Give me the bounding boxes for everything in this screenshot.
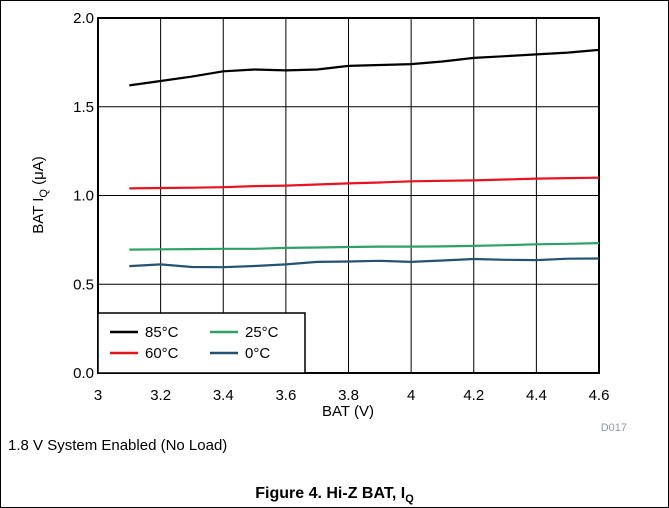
y-axis-label-unit: (μA)	[30, 156, 47, 189]
x-tick-label: 4.6	[589, 387, 610, 404]
legend-label: 85°C	[145, 324, 179, 341]
x-tick-label: 3	[94, 387, 102, 404]
series-lines	[129, 48, 600, 269]
y-tick-label: 0.0	[73, 365, 94, 382]
x-tick-label: 3.6	[275, 387, 296, 404]
plot-area-border	[97, 17, 600, 374]
figure-caption-sub: Q	[405, 493, 414, 506]
figure-caption-text: Figure 4. Hi-Z BAT, I	[255, 485, 406, 502]
series-line-3	[129, 257, 600, 269]
y-tick-label: 0.5	[73, 276, 94, 293]
x-tick-label: 4.2	[463, 387, 484, 404]
y-axis-label-main: BAT I	[30, 198, 47, 234]
y-tick-label: 2.0	[73, 10, 94, 27]
x-tick-labels: 3 3.2 3.4 3.6 3.8 4 4.2 4.4 4.6	[94, 387, 610, 404]
legend-label: 60°C	[145, 345, 179, 362]
legend-box	[97, 312, 306, 374]
x-tick-label: 4.4	[526, 387, 547, 404]
watermark-label: D017	[601, 422, 627, 434]
figure-caption: Figure 4. Hi-Z BAT, IQ	[0, 485, 669, 505]
x-tick-label: 3.4	[213, 387, 234, 404]
y-tick-label: 1.5	[73, 99, 94, 116]
legend-label: 0°C	[245, 345, 270, 362]
series-line-0	[129, 48, 600, 87]
x-axis-label: BAT (V)	[322, 403, 374, 420]
y-tick-label: 1.0	[73, 188, 94, 205]
y-axis-label-sub: Q	[38, 189, 50, 198]
legend: 85°C 60°C 25°C 0°C	[97, 312, 306, 374]
legend-label: 25°C	[245, 324, 279, 341]
series-line-2	[129, 242, 600, 251]
x-tick-label: 4	[407, 387, 415, 404]
series-line-1	[129, 176, 600, 190]
y-axis-label: BAT IQ (μA)	[30, 156, 50, 234]
x-tick-label: 3.8	[338, 387, 359, 404]
condition-note: 1.8 V System Enabled (No Load)	[8, 437, 228, 454]
y-tick-labels: 0.0 0.5 1.0 1.5 2.0	[73, 10, 94, 382]
x-tick-label: 3.2	[150, 387, 171, 404]
